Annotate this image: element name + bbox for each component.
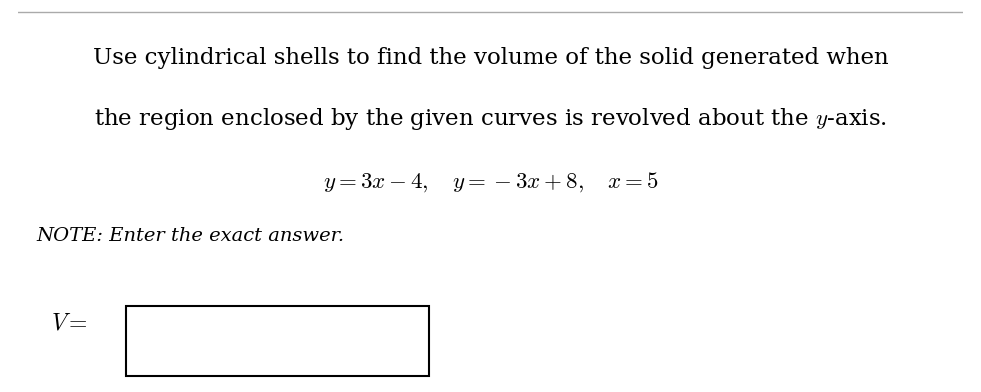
FancyBboxPatch shape (127, 306, 429, 376)
Text: $y = 3x - 4, \quad y = -3x + 8, \quad x = 5$: $y = 3x - 4, \quad y = -3x + 8, \quad x … (323, 171, 658, 194)
Text: NOTE: Enter the exact answer.: NOTE: Enter the exact answer. (36, 227, 344, 245)
Text: $V =$: $V =$ (51, 312, 87, 335)
Text: Use cylindrical shells to find the volume of the solid generated when: Use cylindrical shells to find the volum… (92, 47, 889, 69)
Text: the region enclosed by the given curves is revolved about the $y$-axis.: the region enclosed by the given curves … (94, 106, 887, 132)
